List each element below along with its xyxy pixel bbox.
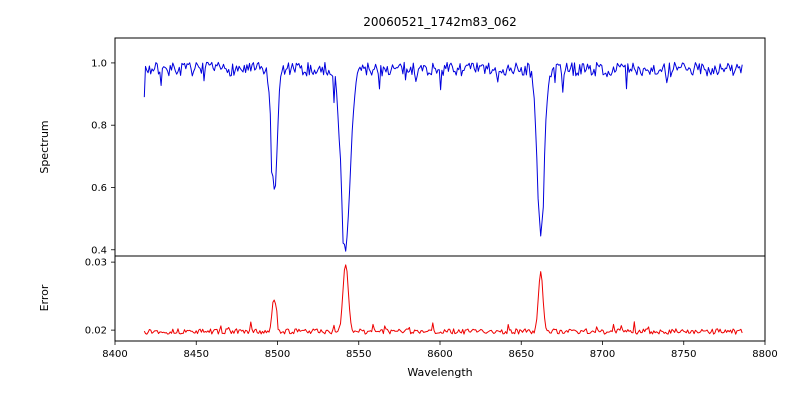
error-y-axis-label: Error [38, 284, 51, 311]
plot-title: 20060521_1742m83_062 [363, 15, 516, 29]
x-tick-label: 8550 [346, 349, 371, 360]
spectrum-line [143, 61, 743, 252]
spectrum-y-tick-label: 1.0 [91, 58, 107, 69]
x-tick-label: 8750 [671, 349, 696, 360]
x-tick-label: 8600 [427, 349, 452, 360]
x-tick-label: 8400 [102, 349, 127, 360]
x-tick-label: 8500 [265, 349, 290, 360]
error-y-tick-label: 0.02 [85, 326, 107, 337]
x-tick-label: 8800 [752, 349, 777, 360]
spectrum-y-tick-label: 0.4 [91, 245, 107, 256]
spectrum-y-tick-label: 0.6 [91, 183, 107, 194]
error-y-tick-label: 0.03 [85, 258, 107, 269]
error-line [143, 264, 743, 335]
plot-content: 0.4 0.6 0.8 1.0 0.02 0.03 8400 8450 8500 8550 8600… [85, 58, 778, 360]
spectrum-y-axis-label: Spectrum [38, 120, 51, 173]
x-tick-label: 8650 [509, 349, 534, 360]
x-tick-label: 8450 [184, 349, 209, 360]
x-axis-label: Wavelength [407, 366, 472, 379]
x-tick-label: 8700 [590, 349, 615, 360]
spectrum-y-tick-label: 0.8 [91, 121, 107, 132]
